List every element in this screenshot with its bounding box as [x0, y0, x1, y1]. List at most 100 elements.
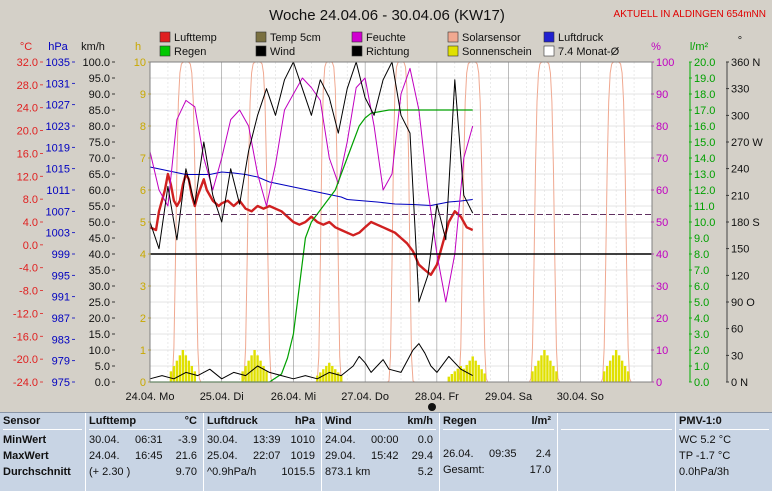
wind-tick-label: 75.0 [89, 137, 110, 149]
min-label: MinWert [3, 434, 47, 446]
humidity-tick-label: 80 [656, 121, 668, 133]
avg-label: Durchschnitt [3, 466, 71, 478]
humidity-tick-label: 90 [656, 89, 668, 101]
pressure-tick-label: 1015 [46, 164, 70, 176]
regen-header: Regen l/m² [443, 413, 554, 430]
temp-tick-label: -8.0 [19, 286, 38, 298]
sunshine-tick-label: 9 [140, 89, 146, 101]
pressure-tick-label: 979 [52, 356, 70, 368]
wind-column: Wind km/h 24.04. 00:00 0.0 29.04. 15:42 29.4 … [322, 413, 440, 491]
wind-tick-label: 45.0 [89, 233, 110, 245]
direction-tick-label: 0 N [731, 377, 748, 389]
legend-swatch [543, 31, 555, 43]
legend-label: Feuchte [366, 32, 406, 44]
sunshine-bar [262, 366, 265, 382]
x-tick-label: 26.04. Mi [271, 391, 316, 403]
empty-column [558, 413, 676, 491]
current-time-marker [428, 403, 436, 411]
pressure-tick-label: 1011 [46, 185, 70, 197]
legend-label: Luftdruck [558, 32, 604, 44]
direction-tick-label: 270 W [731, 137, 763, 149]
lufttemp-avg-note: (+ 2.30 ) [89, 466, 131, 478]
sunshine-bar [626, 371, 630, 382]
wind-tick-label: 40.0 [89, 249, 110, 261]
sunshine-bar [169, 371, 173, 382]
sunshine-bar [468, 374, 471, 382]
luftdruck-trend: ^0.9hPa/h [207, 466, 257, 478]
pressure-tick-label: 1035 [46, 57, 70, 69]
wind-tick-label: 50.0 [89, 217, 110, 229]
temp-tick-label: 16.0 [17, 148, 38, 160]
wind-axis-unit: km/h [81, 41, 105, 53]
wind-tick-label: 70.0 [89, 153, 110, 165]
wind-title: Wind [325, 415, 352, 427]
sunshine-bar [175, 360, 179, 382]
sunshine-bar [611, 355, 615, 382]
luftdruck-column: Luftdruck hPa 30.04. 13:39 1010 25.04. 22:07… [204, 413, 322, 491]
humidity-tick-label: 100 [656, 57, 674, 69]
direction-tick-label: 300 [731, 110, 749, 122]
statistics-panel: Sensor MinWert MaxWert Durchschnitt Luft… [0, 412, 772, 491]
luftdruck-min-value: 1010 [290, 434, 315, 446]
sunshine-tick-label: 8 [140, 121, 146, 133]
sunshine-axis-unit: h [135, 41, 141, 53]
wind-distance: 873.1 km [325, 466, 371, 478]
lufttemp-min-value: -3.9 [178, 434, 197, 446]
sensor-header: Sensor [3, 413, 82, 430]
legend-label: Sonnenschein [462, 46, 532, 58]
wind-max-value: 29.4 [411, 450, 433, 462]
pmv-windchill: WC 5.2 °C [679, 434, 732, 446]
rain-tick-label: 2.0 [694, 345, 709, 357]
lufttemp-min-time: 06:31 [135, 434, 163, 446]
wind-tick-label: 25.0 [89, 297, 110, 309]
sunshine-bar [552, 366, 555, 382]
lufttemp-min-row: 30.04. 06:31 -3.9 [89, 432, 200, 448]
pressure-tick-label: 1007 [46, 206, 70, 218]
humidity-tick-label: 70 [656, 153, 668, 165]
wind-header: Wind km/h [325, 413, 436, 430]
x-tick-label: 29.04. Sa [485, 391, 533, 403]
rain-tick-label: 15.0 [694, 137, 715, 149]
sunshine-bar [462, 368, 465, 382]
sunshine-bar [537, 360, 540, 382]
lufttemp-title: Lufttemp [89, 415, 137, 427]
sunshine-bar [614, 350, 618, 382]
lufttemp-max-row: 24.04. 16:45 21.6 [89, 448, 200, 464]
legend-swatch [351, 31, 363, 43]
luftdruck-max-time: 22:07 [253, 450, 281, 462]
rain-tick-label: 1.0 [694, 361, 709, 373]
sunshine-bar [256, 355, 259, 382]
pressure-tick-label: 1027 [46, 100, 70, 112]
legend-label: Solarsensor [462, 32, 521, 44]
station-status: AKTUELL IN ALDINGEN 654mNN [614, 9, 766, 20]
pressure-tick-label: 987 [52, 313, 70, 325]
temp-tick-label: -24.0 [13, 377, 38, 389]
sunshine-bar [259, 360, 262, 382]
direction-axis-unit: ° [738, 35, 742, 47]
luftdruck-min-date: 30.04. [207, 434, 238, 446]
legend-swatch [159, 31, 171, 43]
temp-tick-label: 0.0 [23, 240, 38, 252]
sunshine-bar [471, 356, 474, 382]
rain-tick-label: 20.0 [694, 57, 715, 69]
legend-swatch [255, 45, 267, 57]
sunshine-tick-label: 0 [140, 377, 146, 389]
sunshine-bar [468, 360, 471, 382]
legend-swatch [447, 45, 459, 57]
sunshine-bar [480, 369, 483, 382]
lufttemp-avg-row: (+ 2.30 ) 9.70 [89, 464, 200, 480]
sunshine-bar [602, 371, 606, 382]
pressure-tick-label: 983 [52, 334, 70, 346]
series-regen [150, 109, 473, 383]
luftdruck-max-value: 1019 [290, 450, 315, 462]
sensor-column: Sensor MinWert MaxWert Durchschnitt [0, 413, 86, 491]
luftdruck-title: Luftdruck [207, 415, 258, 427]
legend-label: 7.4 Monat-Ø [558, 46, 620, 58]
sunshine-bar [172, 366, 176, 382]
sunshine-bar [337, 372, 340, 382]
direction-tick-label: 360 N [731, 57, 760, 69]
temp-tick-label: 12.0 [17, 171, 38, 183]
lufttemp-unit: °C [184, 415, 197, 427]
legend-label: Lufttemp [174, 32, 217, 44]
series-luftdruck [149, 166, 473, 206]
